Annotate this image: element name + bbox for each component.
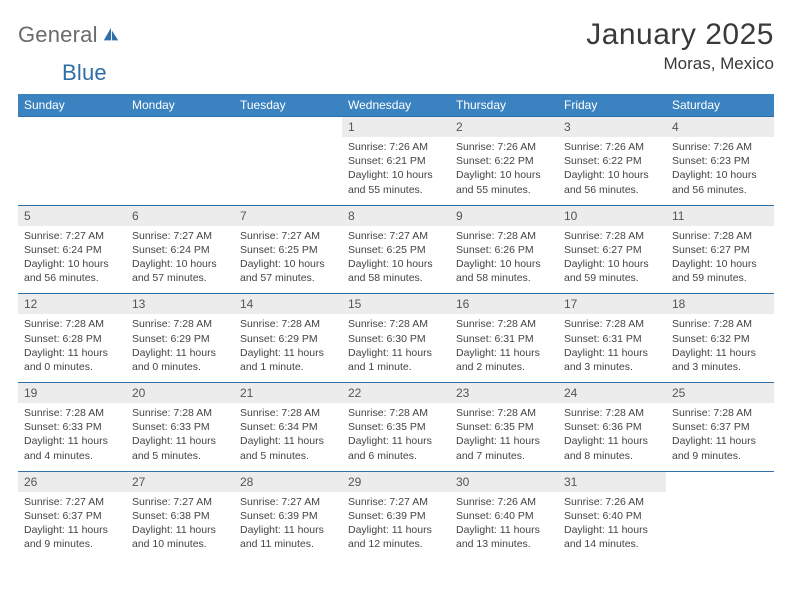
- month-title: January 2025: [586, 18, 774, 52]
- day-details: Sunrise: 7:28 AMSunset: 6:33 PMDaylight:…: [18, 403, 126, 471]
- day-number: 27: [126, 471, 234, 492]
- day-number: 17: [558, 294, 666, 315]
- day-details: Sunrise: 7:28 AMSunset: 6:35 PMDaylight:…: [450, 403, 558, 471]
- day-details: Sunrise: 7:28 AMSunset: 6:27 PMDaylight:…: [666, 226, 774, 294]
- day-number: 21: [234, 383, 342, 404]
- day-number: 26: [18, 471, 126, 492]
- day-details: Sunrise: 7:26 AMSunset: 6:40 PMDaylight:…: [558, 492, 666, 560]
- day-number: 15: [342, 294, 450, 315]
- day-number: 10: [558, 205, 666, 226]
- empty-cell: [234, 137, 342, 205]
- day-header-saturday: Saturday: [666, 94, 774, 117]
- logo-text-part2: Blue: [62, 60, 107, 85]
- day-number: 23: [450, 383, 558, 404]
- day-number: 3: [558, 117, 666, 138]
- title-block: January 2025 Moras, Mexico: [586, 18, 774, 74]
- day-header-sunday: Sunday: [18, 94, 126, 117]
- day-details: Sunrise: 7:27 AMSunset: 6:24 PMDaylight:…: [18, 226, 126, 294]
- calendar-table: SundayMondayTuesdayWednesdayThursdayFrid…: [18, 94, 774, 559]
- day-details: Sunrise: 7:28 AMSunset: 6:37 PMDaylight:…: [666, 403, 774, 471]
- empty-cell: [18, 137, 126, 205]
- day-details: Sunrise: 7:28 AMSunset: 6:31 PMDaylight:…: [450, 314, 558, 382]
- day-number: 30: [450, 471, 558, 492]
- day-details: Sunrise: 7:28 AMSunset: 6:31 PMDaylight:…: [558, 314, 666, 382]
- day-details: Sunrise: 7:28 AMSunset: 6:27 PMDaylight:…: [558, 226, 666, 294]
- day-details: Sunrise: 7:28 AMSunset: 6:35 PMDaylight:…: [342, 403, 450, 471]
- day-details: Sunrise: 7:27 AMSunset: 6:24 PMDaylight:…: [126, 226, 234, 294]
- day-number: 11: [666, 205, 774, 226]
- day-details: Sunrise: 7:26 AMSunset: 6:23 PMDaylight:…: [666, 137, 774, 205]
- day-details: Sunrise: 7:28 AMSunset: 6:29 PMDaylight:…: [234, 314, 342, 382]
- day-number: 25: [666, 383, 774, 404]
- logo-text-part1: General: [18, 22, 98, 48]
- sail-icon: [102, 26, 120, 44]
- day-details: Sunrise: 7:26 AMSunset: 6:40 PMDaylight:…: [450, 492, 558, 560]
- empty-cell: [18, 117, 126, 138]
- day-header-monday: Monday: [126, 94, 234, 117]
- day-number: 29: [342, 471, 450, 492]
- day-number: 7: [234, 205, 342, 226]
- day-number: 22: [342, 383, 450, 404]
- day-details: Sunrise: 7:26 AMSunset: 6:22 PMDaylight:…: [450, 137, 558, 205]
- day-number: 14: [234, 294, 342, 315]
- day-number: 5: [18, 205, 126, 226]
- empty-cell: [234, 117, 342, 138]
- empty-cell: [666, 471, 774, 492]
- day-details: Sunrise: 7:28 AMSunset: 6:32 PMDaylight:…: [666, 314, 774, 382]
- day-number: 4: [666, 117, 774, 138]
- day-details: Sunrise: 7:28 AMSunset: 6:29 PMDaylight:…: [126, 314, 234, 382]
- day-number: 6: [126, 205, 234, 226]
- day-number: 28: [234, 471, 342, 492]
- location-label: Moras, Mexico: [586, 54, 774, 74]
- day-details: Sunrise: 7:27 AMSunset: 6:39 PMDaylight:…: [342, 492, 450, 560]
- day-details: Sunrise: 7:28 AMSunset: 6:30 PMDaylight:…: [342, 314, 450, 382]
- day-number: 24: [558, 383, 666, 404]
- logo: General: [18, 22, 122, 48]
- day-number: 12: [18, 294, 126, 315]
- day-details: Sunrise: 7:28 AMSunset: 6:33 PMDaylight:…: [126, 403, 234, 471]
- day-details: Sunrise: 7:28 AMSunset: 6:26 PMDaylight:…: [450, 226, 558, 294]
- day-header-friday: Friday: [558, 94, 666, 117]
- day-details: Sunrise: 7:26 AMSunset: 6:21 PMDaylight:…: [342, 137, 450, 205]
- day-number: 31: [558, 471, 666, 492]
- day-details: Sunrise: 7:28 AMSunset: 6:28 PMDaylight:…: [18, 314, 126, 382]
- day-number: 20: [126, 383, 234, 404]
- day-details: Sunrise: 7:27 AMSunset: 6:38 PMDaylight:…: [126, 492, 234, 560]
- day-details: Sunrise: 7:28 AMSunset: 6:34 PMDaylight:…: [234, 403, 342, 471]
- day-number: 8: [342, 205, 450, 226]
- day-details: Sunrise: 7:28 AMSunset: 6:36 PMDaylight:…: [558, 403, 666, 471]
- day-number: 16: [450, 294, 558, 315]
- day-number: 1: [342, 117, 450, 138]
- day-header-tuesday: Tuesday: [234, 94, 342, 117]
- day-details: Sunrise: 7:27 AMSunset: 6:25 PMDaylight:…: [342, 226, 450, 294]
- day-details: Sunrise: 7:27 AMSunset: 6:39 PMDaylight:…: [234, 492, 342, 560]
- day-details: Sunrise: 7:27 AMSunset: 6:37 PMDaylight:…: [18, 492, 126, 560]
- day-details: Sunrise: 7:26 AMSunset: 6:22 PMDaylight:…: [558, 137, 666, 205]
- day-header-wednesday: Wednesday: [342, 94, 450, 117]
- day-number: 9: [450, 205, 558, 226]
- day-header-thursday: Thursday: [450, 94, 558, 117]
- day-number: 19: [18, 383, 126, 404]
- day-number: 18: [666, 294, 774, 315]
- day-details: Sunrise: 7:27 AMSunset: 6:25 PMDaylight:…: [234, 226, 342, 294]
- day-number: 2: [450, 117, 558, 138]
- day-number: 13: [126, 294, 234, 315]
- empty-cell: [126, 117, 234, 138]
- empty-cell: [126, 137, 234, 205]
- empty-cell: [666, 492, 774, 560]
